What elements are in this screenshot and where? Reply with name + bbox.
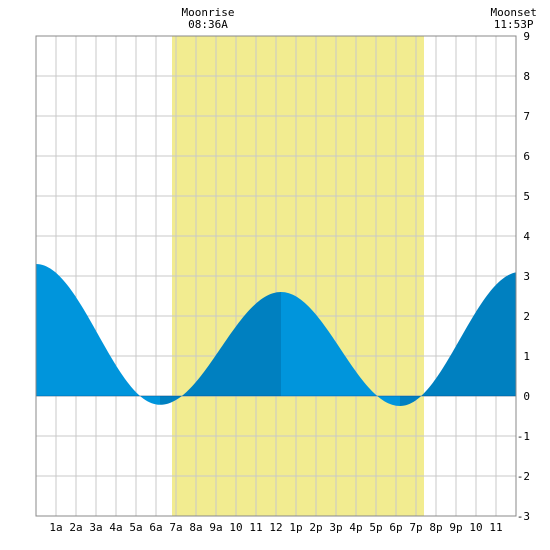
x-tick-label: 6a (149, 521, 162, 534)
x-tick-label: 5a (129, 521, 142, 534)
x-tick-label: 3p (329, 521, 342, 534)
x-tick-label: 9p (449, 521, 462, 534)
y-tick-label: 8 (523, 70, 530, 83)
x-tick-label: 8p (429, 521, 442, 534)
y-tick-label: 7 (523, 110, 530, 123)
y-tick-label: -2 (517, 470, 530, 483)
moon-event-name: Moonrise (182, 6, 235, 19)
rising-tide-segment (160, 292, 281, 405)
x-axis-tick-labels: 1a 2a 3a 4a 5a 6a 7a 8a 9a 10 11 12 1p 2p 3p 4p 5p 6p 7p 8p… (49, 521, 502, 534)
x-tick-label: 4p (349, 521, 362, 534)
x-tick-label: 11 (489, 521, 502, 534)
y-tick-label: -1 (517, 430, 530, 443)
moon-event-name: Moonset (490, 6, 536, 19)
x-tick-label: 5p (369, 521, 382, 534)
y-axis-tick-labels: 9 8 7 6 5 4 3 2 1 0 -1 -2 -3 (517, 30, 531, 523)
x-tick-label: 8a (189, 521, 202, 534)
y-tick-label: 4 (523, 230, 530, 243)
x-tick-label: 1a (49, 521, 62, 534)
x-tick-label: 2p (309, 521, 322, 534)
grid (36, 36, 516, 516)
x-tick-label: 7a (169, 521, 182, 534)
falling-tide-segment (36, 264, 160, 405)
x-tick-label: 10 (469, 521, 482, 534)
x-tick-label: 3a (89, 521, 102, 534)
y-tick-label: 0 (523, 390, 530, 403)
y-tick-label: 1 (523, 350, 530, 363)
x-tick-label: 2a (69, 521, 82, 534)
x-tick-label: 10 (229, 521, 242, 534)
falling-tide-segment (281, 292, 400, 406)
x-tick-label: 4a (109, 521, 122, 534)
moon-event-time: 08:36A (188, 18, 228, 31)
x-tick-label: 6p (389, 521, 402, 534)
y-tick-label: 9 (523, 30, 530, 43)
rising-tide-segment (400, 272, 516, 406)
x-tick-label: 11 (249, 521, 262, 534)
y-tick-label: 5 (523, 190, 530, 203)
y-tick-label: 2 (523, 310, 530, 323)
plot-frame (35, 35, 517, 517)
x-tick-label: 7p (409, 521, 422, 534)
y-tick-label: 6 (523, 150, 530, 163)
x-tick-label: 1p (289, 521, 302, 534)
moon-event-time: 11:53P (494, 18, 534, 31)
x-tick-label: 12 (269, 521, 282, 534)
y-tick-label: 3 (523, 270, 530, 283)
y-tick-label: -3 (517, 510, 530, 523)
x-tick-label: 9a (209, 521, 222, 534)
tide-area (36, 264, 516, 406)
